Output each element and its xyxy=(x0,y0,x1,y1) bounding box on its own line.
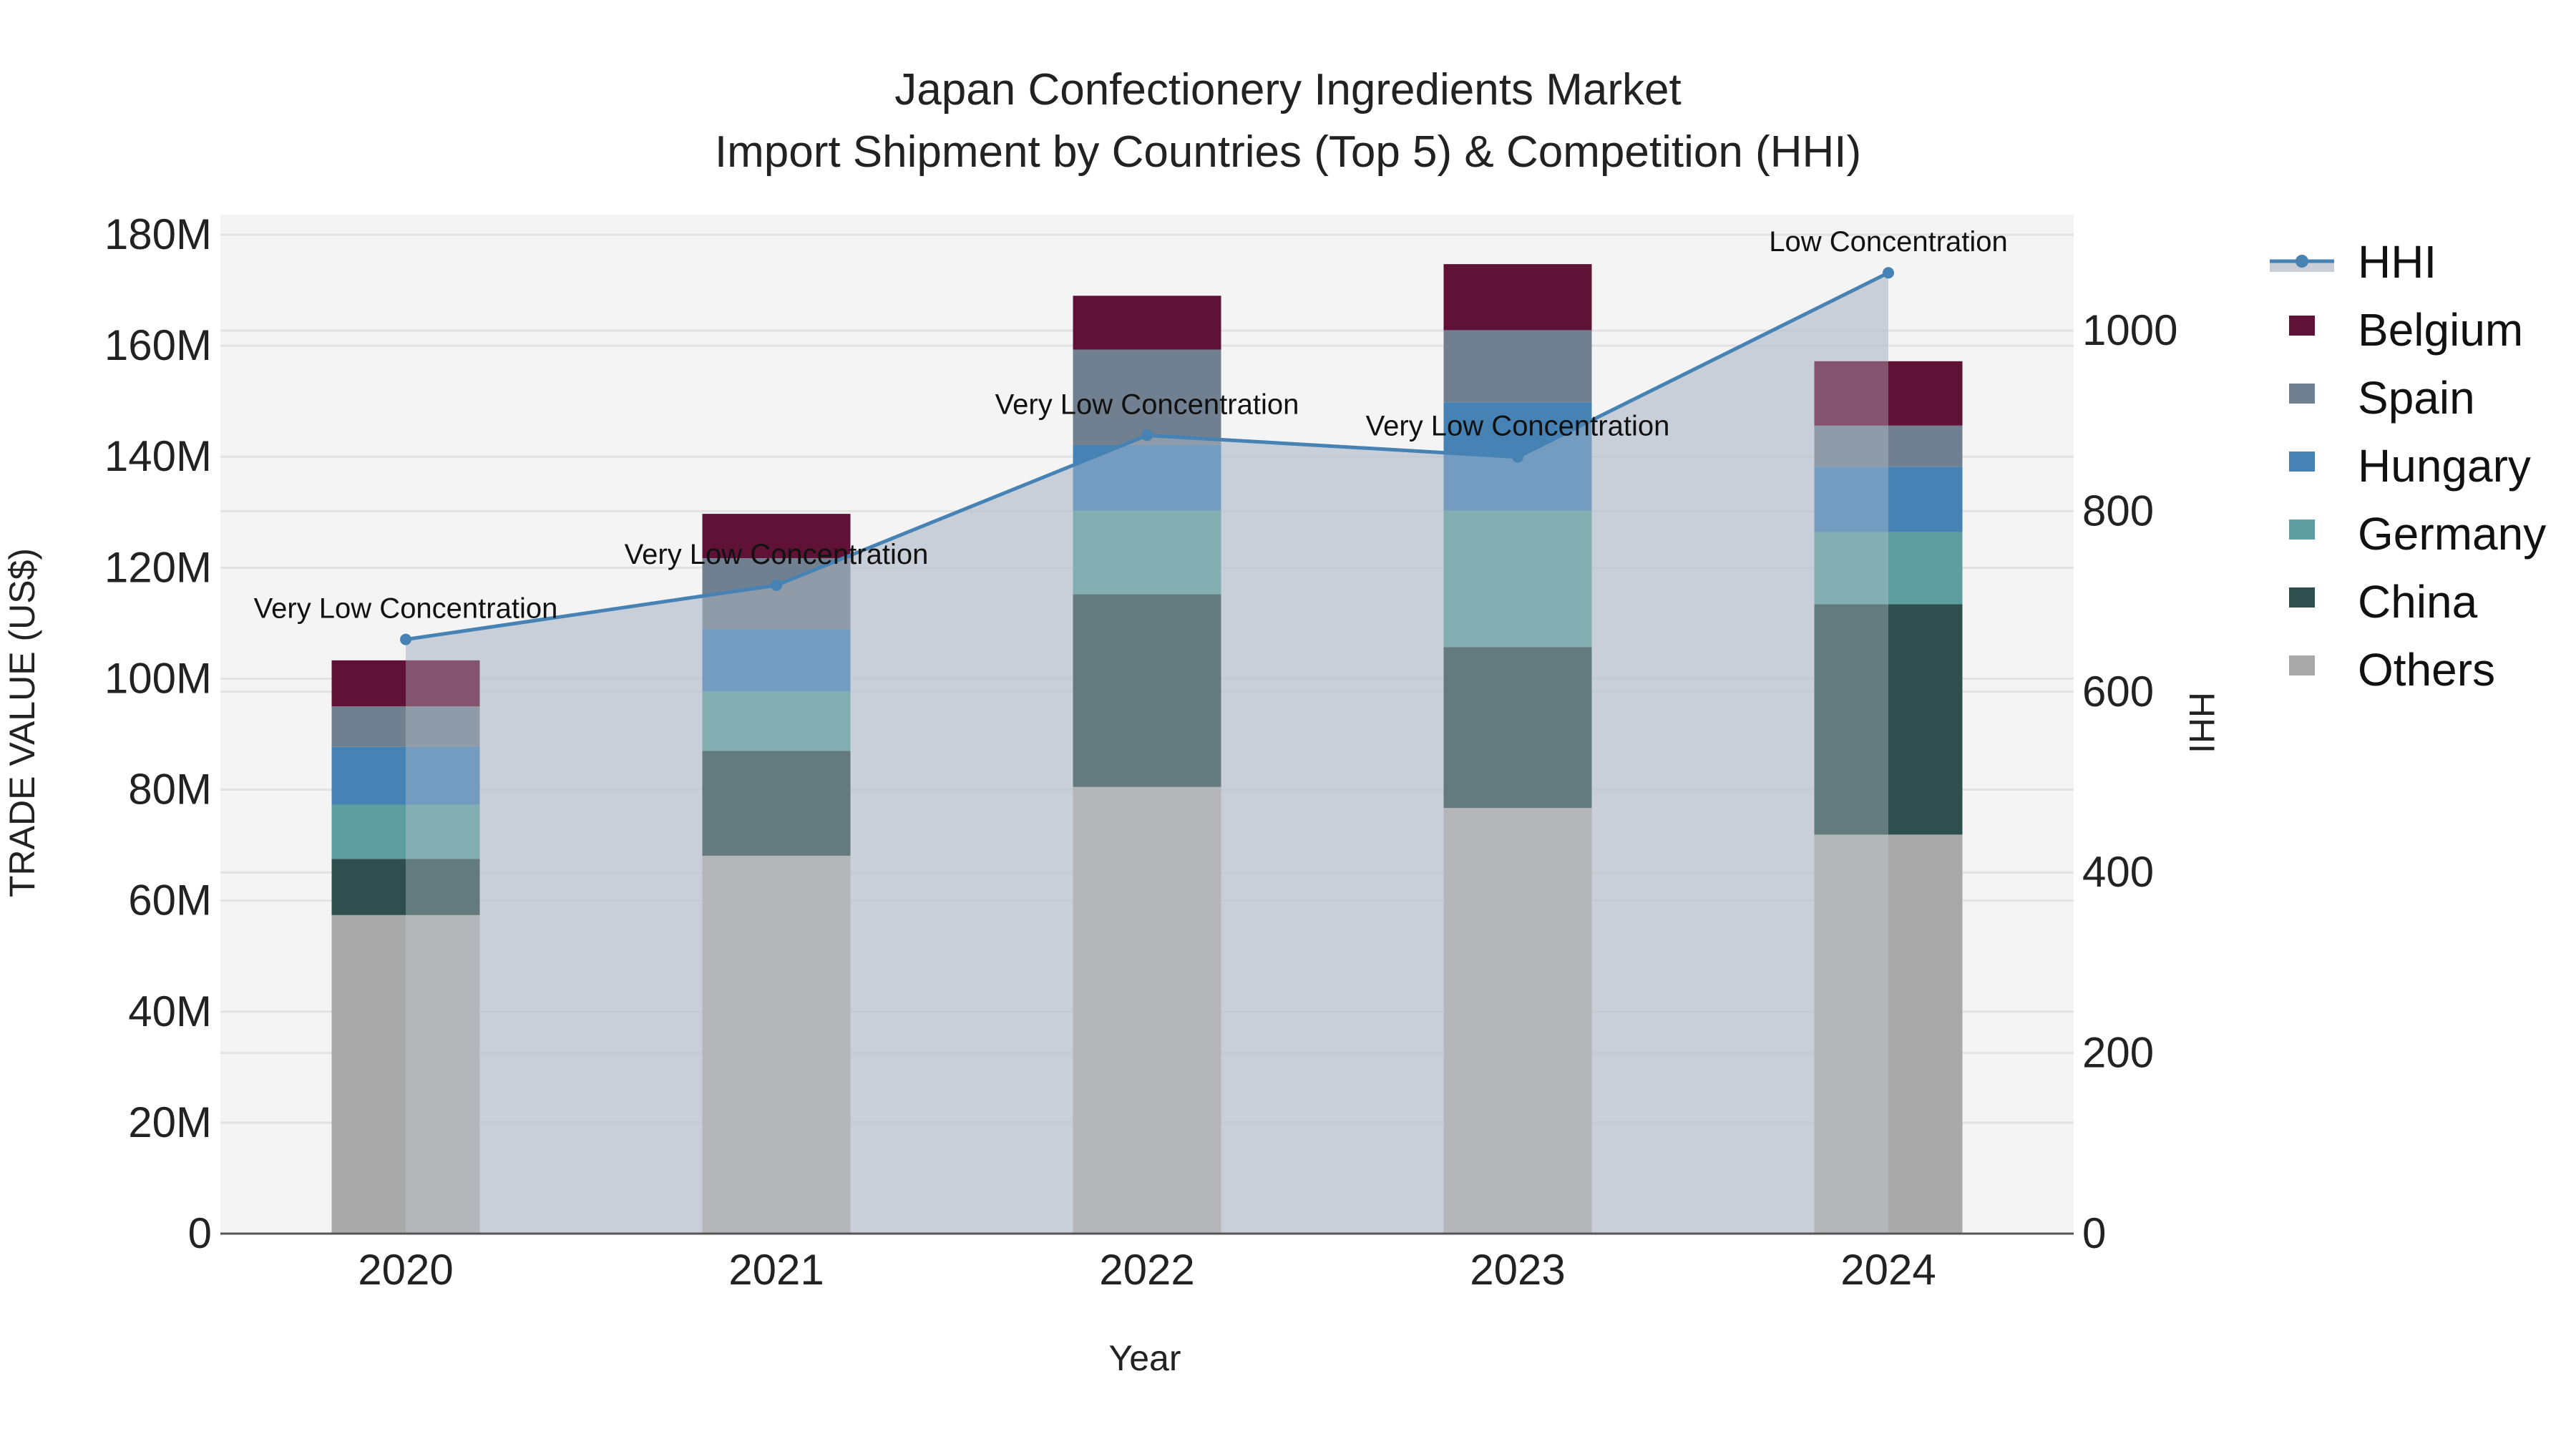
legend-label: China xyxy=(2358,576,2478,628)
y2-tick-label: 0 xyxy=(2082,1209,2106,1257)
hhi-line xyxy=(400,267,1894,645)
bar-segment-belgium[interactable] xyxy=(1443,264,1592,331)
hhi-annotation: Very Low Concentration xyxy=(1366,411,1670,442)
y2-axis-title: HHI xyxy=(2182,692,2222,753)
legend-item-germany[interactable]: Germany xyxy=(2289,508,2546,560)
y-tick-label: 40M xyxy=(128,987,212,1035)
legend-swatch-icon xyxy=(2289,384,2315,404)
y-tick-label: 100M xyxy=(104,654,212,702)
chart-title-line2: Import Shipment by Countries (Top 5) & C… xyxy=(715,127,1861,177)
legend-label: Spain xyxy=(2358,372,2475,424)
legend-swatch-icon xyxy=(2289,519,2315,540)
legend-label: Germany xyxy=(2358,508,2546,560)
hhi-annotation: Very Low Concentration xyxy=(254,593,558,625)
bar-segment-china[interactable] xyxy=(1443,647,1592,809)
legend-item-hhi[interactable]: HHI xyxy=(2270,236,2436,288)
y-tick-label: 120M xyxy=(104,543,212,591)
legend-item-others[interactable]: Others xyxy=(2289,644,2495,696)
stacked-bars xyxy=(331,264,1963,1234)
bar-segment-spain[interactable] xyxy=(1073,349,1221,445)
legend-marker-icon xyxy=(2296,255,2308,268)
hhi-annotation: Very Low Concentration xyxy=(995,389,1299,420)
legend-swatch-icon xyxy=(2289,587,2315,608)
hhi-marker[interactable] xyxy=(1883,267,1894,279)
hhi-marker[interactable] xyxy=(1512,451,1523,463)
bar-segment-others[interactable] xyxy=(1443,808,1592,1234)
y-tick-label: 20M xyxy=(128,1098,212,1146)
bar-segment-spain[interactable] xyxy=(1814,425,1963,467)
legend-label: Others xyxy=(2358,644,2495,696)
bar-segment-germany[interactable] xyxy=(331,804,480,859)
bar-segment-belgium[interactable] xyxy=(702,514,851,559)
legend-label: Hungary xyxy=(2358,440,2531,492)
legend-label: HHI xyxy=(2358,236,2436,288)
y-tick-label: 80M xyxy=(128,766,212,814)
hhi-fill-overlay xyxy=(406,273,1888,1234)
x-tick-label: 2023 xyxy=(1470,1246,1565,1294)
bar-segment-belgium[interactable] xyxy=(1073,296,1221,350)
legend-swatch-icon xyxy=(2289,655,2315,675)
y-tick-label: 160M xyxy=(104,321,212,369)
hhi-annotation: Low Concentration xyxy=(1769,226,2008,258)
y-axis-title: TRADE VALUE (US$) xyxy=(2,548,42,897)
y-tick-label: 180M xyxy=(104,210,212,258)
bar-segment-china[interactable] xyxy=(331,859,480,915)
x-tick-label: 2024 xyxy=(1840,1246,1936,1294)
bar-segment-belgium[interactable] xyxy=(331,660,480,707)
bar-segment-hungary[interactable] xyxy=(1814,467,1963,532)
x-axis-ticks: 2020 2021 2022 2023 2024 xyxy=(358,1246,1936,1294)
y2-tick-label: 1000 xyxy=(2082,306,2177,354)
bar-segment-hungary[interactable] xyxy=(702,629,851,692)
hhi-annotations: Very Low Concentration Very Low Concentra… xyxy=(254,226,2008,624)
legend: HHI Belgium Spain Hungary Germany China Others xyxy=(2270,236,2546,696)
bar-segment-others[interactable] xyxy=(702,855,851,1234)
bar-segment-germany[interactable] xyxy=(1073,510,1221,595)
chart-title-line1: Japan Confectionery Ingredients Market xyxy=(894,65,1681,114)
legend-swatch-icon xyxy=(2289,316,2315,336)
chart-title: Japan Confectionery Ingredients Market I… xyxy=(715,65,1861,177)
bar-segment-spain[interactable] xyxy=(331,706,480,747)
y-tick-label: 60M xyxy=(128,877,212,924)
bar-segment-china[interactable] xyxy=(1073,594,1221,787)
y2-axis-ticks: 0 200 400 600 800 1000 xyxy=(2082,306,2177,1257)
bar-segment-germany[interactable] xyxy=(702,691,851,751)
legend-label: Belgium xyxy=(2358,304,2523,356)
y2-tick-label: 200 xyxy=(2082,1029,2154,1077)
hhi-annotation: Very Low Concentration xyxy=(625,539,929,570)
y2-tick-label: 400 xyxy=(2082,848,2154,896)
bar-segment-others[interactable] xyxy=(1073,786,1221,1234)
x-tick-label: 2022 xyxy=(1099,1246,1194,1294)
bar-segment-belgium[interactable] xyxy=(1814,361,1963,426)
x-tick-label: 2021 xyxy=(728,1246,824,1294)
y-axis-ticks: 0 20M 40M 60M 80M 100M 120M 140M 160M 180M xyxy=(104,210,212,1257)
hhi-marker[interactable] xyxy=(400,633,411,645)
y2-tick-label: 600 xyxy=(2082,668,2154,716)
y2-tick-label: 800 xyxy=(2082,487,2154,535)
legend-item-china[interactable]: China xyxy=(2289,576,2478,628)
bar-segment-others[interactable] xyxy=(1814,834,1963,1234)
bar-segment-spain[interactable] xyxy=(1443,330,1592,403)
y-tick-label: 140M xyxy=(104,432,212,480)
bar-segment-germany[interactable] xyxy=(1814,532,1963,605)
bar-segment-china[interactable] xyxy=(702,751,851,856)
bar-segment-china[interactable] xyxy=(1814,604,1963,835)
legend-item-belgium[interactable]: Belgium xyxy=(2289,304,2523,356)
bar-segment-others[interactable] xyxy=(331,914,480,1234)
hhi-marker[interactable] xyxy=(1141,429,1153,441)
bar-segment-germany[interactable] xyxy=(1443,510,1592,648)
legend-item-spain[interactable]: Spain xyxy=(2289,372,2475,424)
x-axis-title: Year xyxy=(1108,1338,1181,1378)
y-tick-label: 0 xyxy=(188,1209,212,1257)
bar-segment-hungary[interactable] xyxy=(331,746,480,805)
hhi-marker[interactable] xyxy=(771,579,782,591)
x-tick-label: 2020 xyxy=(358,1246,453,1294)
legend-swatch-icon xyxy=(2289,452,2315,472)
legend-item-hungary[interactable]: Hungary xyxy=(2289,440,2531,492)
